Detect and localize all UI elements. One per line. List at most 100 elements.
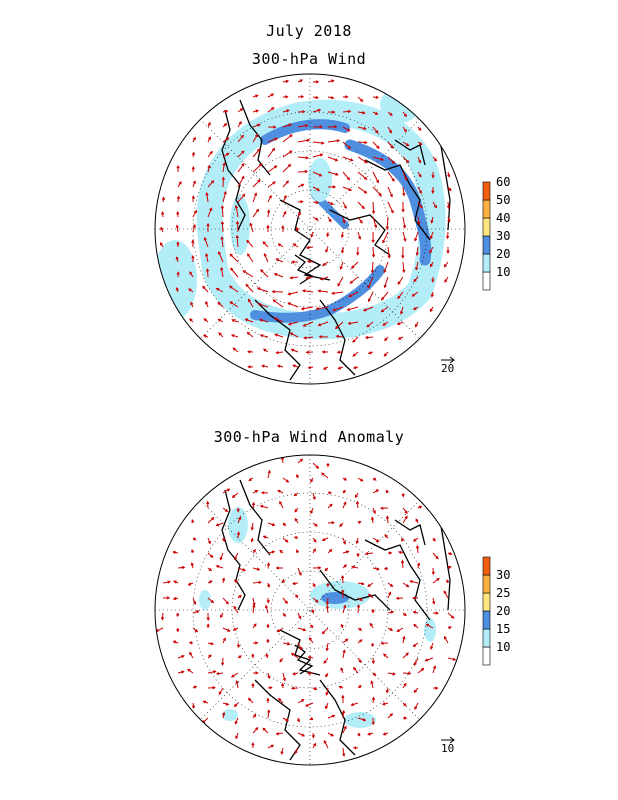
wind-arrow-head	[340, 250, 345, 254]
wind-arrow-head	[175, 287, 179, 291]
wind-arrow	[303, 321, 314, 327]
wind-arrow-head	[300, 307, 305, 311]
wind-arrow-head	[173, 580, 177, 584]
wind-arrow-head	[403, 682, 407, 687]
wind-arrow-head	[383, 653, 387, 657]
wind-arrow	[322, 627, 329, 634]
wind-arrow-head	[443, 590, 447, 594]
wind-arrow-head	[290, 260, 295, 264]
wind-arrow	[305, 702, 314, 707]
wind-arrow-head	[306, 671, 311, 675]
wind-arrow-head	[266, 584, 271, 588]
wind-arrow	[357, 126, 366, 130]
wind-arrow-head	[305, 245, 310, 250]
wind-arrow	[248, 698, 254, 704]
wind-vectors-top	[159, 79, 452, 370]
wind-arrow-head	[317, 323, 322, 327]
wind-arrow	[342, 726, 347, 734]
wind-arrow-head	[262, 535, 267, 539]
wind-arrow-head	[273, 272, 278, 277]
wind-arrow-head	[277, 243, 281, 247]
wind-arrow-head	[367, 583, 371, 587]
wind-arrow-head	[247, 697, 252, 701]
wind-arrow-head	[391, 178, 395, 182]
wind-arrow	[402, 231, 406, 242]
wind-arrow-head	[255, 671, 259, 675]
wind-arrow-head	[250, 538, 254, 543]
wind-arrow-head	[254, 133, 258, 138]
wind-arrow-head	[221, 176, 225, 180]
wind-arrow	[414, 657, 419, 666]
wind-arrow-head	[251, 742, 255, 746]
wind-arrow	[332, 306, 344, 312]
wind-arrow	[229, 253, 239, 263]
wind-arrow-head	[315, 200, 320, 205]
wind-arrow-head	[397, 336, 402, 340]
wind-arrow	[429, 246, 434, 253]
wind-arrow	[247, 332, 254, 338]
wind-arrow-head	[343, 501, 347, 505]
wind-arrow-head	[225, 702, 230, 706]
wind-arrow-head	[208, 654, 212, 658]
wind-arrow-head	[301, 733, 306, 737]
wind-arrow	[402, 636, 405, 644]
wind-arrow-head	[220, 614, 224, 619]
wind-arrow	[221, 221, 224, 233]
wind-arrow-head	[263, 253, 267, 257]
wind-arrow-head	[266, 562, 271, 566]
wind-arrow-head	[339, 266, 343, 270]
wind-arrow	[342, 156, 353, 161]
wind-arrow-head	[356, 252, 360, 256]
wind-arrow	[415, 261, 419, 270]
wind-arrow-head	[401, 493, 405, 498]
wind-arrow	[342, 650, 345, 659]
colorbar-swatch	[482, 235, 491, 255]
wind-arrow-head	[246, 239, 250, 244]
wind-arrow-head	[287, 302, 291, 306]
wind-arrow-head	[342, 649, 346, 653]
wind-arrow-head	[389, 627, 394, 631]
wind-arrow	[267, 522, 275, 526]
wind-arrow-head	[283, 210, 287, 215]
wind-arrow-head	[273, 125, 277, 129]
wind-arrow-head	[363, 190, 368, 194]
wind-arrow-head	[175, 256, 179, 260]
wind-arrow-head	[390, 145, 394, 149]
wind-arrow-head	[247, 350, 251, 354]
wind-arrow-head	[446, 235, 450, 240]
wind-arrow-head	[241, 150, 245, 154]
wind-arrow	[297, 567, 302, 576]
wind-arrow	[402, 156, 409, 163]
wind-arrow	[402, 516, 408, 524]
wind-arrow	[192, 597, 196, 605]
wind-arrow-head	[301, 289, 306, 293]
wind-arrow	[202, 717, 209, 724]
wind-arrow-head	[403, 113, 407, 118]
wind-arrow-head	[260, 269, 264, 273]
wind-arrow-head	[387, 255, 391, 259]
wind-arrow-head	[253, 192, 258, 196]
wind-arrow-head	[333, 125, 338, 129]
wind-arrow-head	[189, 271, 193, 275]
wind-arrow	[222, 137, 229, 143]
wind-arrow	[410, 580, 419, 584]
wind-arrow	[290, 276, 299, 279]
wind-arrow-head	[269, 686, 273, 690]
wind-arrow-head	[382, 732, 387, 736]
wind-arrow-head	[268, 194, 272, 199]
wind-arrow	[306, 276, 314, 279]
wind-arrow-head	[297, 211, 301, 216]
wind-arrow	[387, 156, 395, 164]
wind-arrow-head	[364, 160, 368, 164]
wind-arrow-head	[229, 301, 233, 305]
wind-arrow-head	[335, 334, 340, 339]
wind-arrow-head	[376, 539, 380, 543]
wind-arrow	[352, 351, 359, 357]
wind-arrow-head	[262, 241, 266, 245]
wind-arrow-head	[251, 501, 256, 506]
wind-arrow-head	[298, 572, 302, 577]
wind-arrow-head	[286, 109, 290, 113]
wind-arrow-head	[205, 192, 209, 196]
wind-arrow	[252, 581, 261, 584]
wind-arrow-head	[418, 174, 422, 178]
